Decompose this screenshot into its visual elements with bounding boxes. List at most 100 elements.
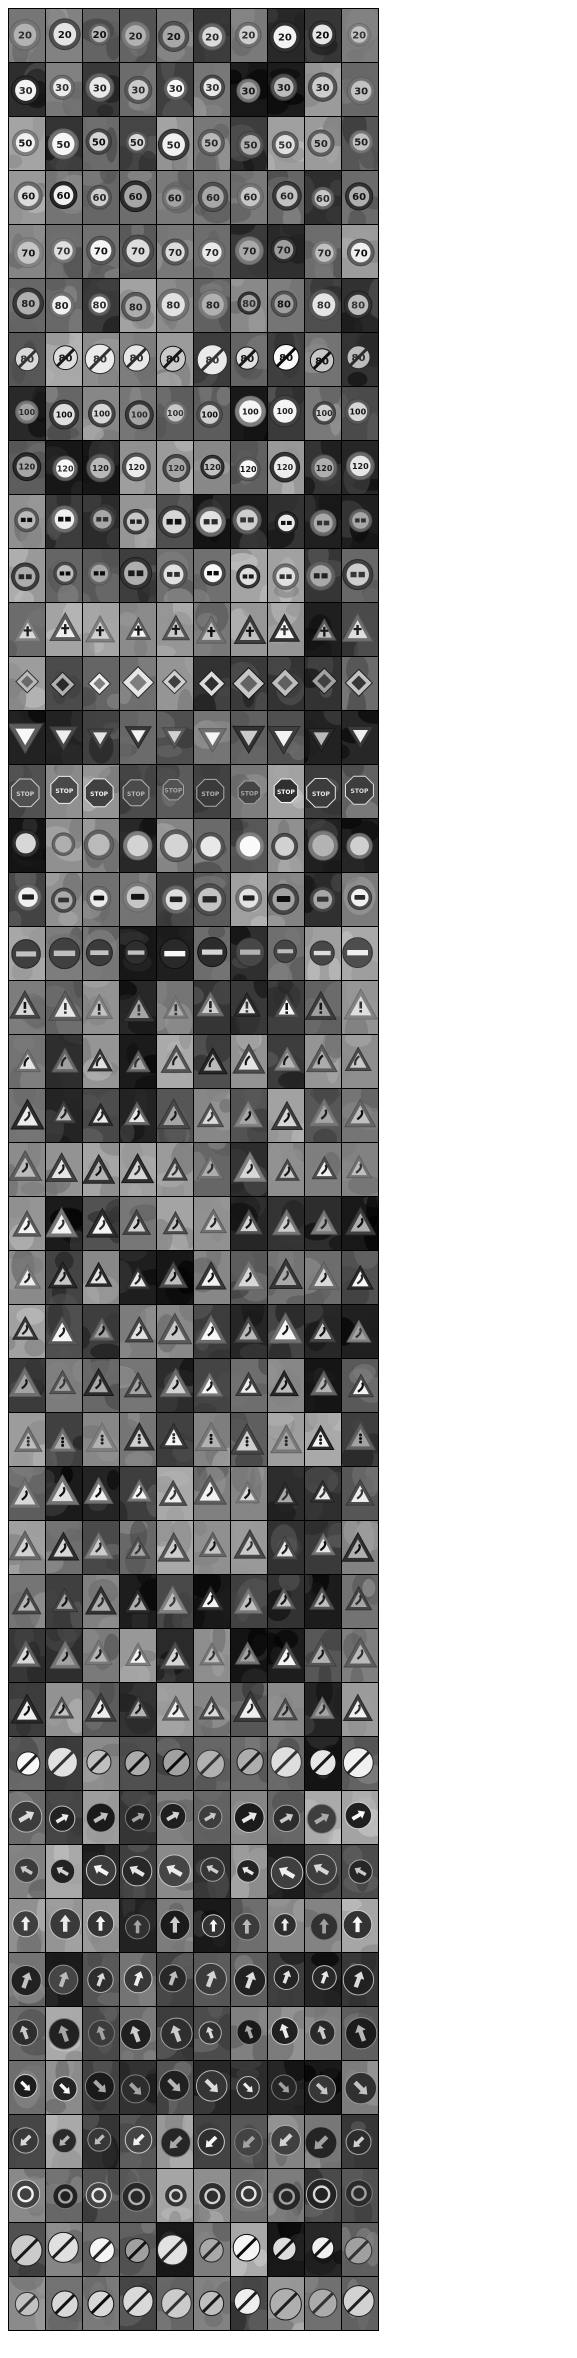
sign-thumbnail-end-no-passing (194, 2223, 230, 2276)
svg-text:60: 60 (316, 194, 330, 205)
sign-thumbnail-turn-left-ahead (231, 1845, 267, 1898)
sign-thumbnail-straight-or-left (83, 2007, 119, 2060)
sign-thumbnail-end-no-passing (9, 2223, 45, 2276)
sign-thumbnail-wild-animals (83, 1683, 119, 1736)
svg-text:70: 70 (168, 248, 182, 259)
sign-thumbnail-end-all-limits (157, 1737, 193, 1790)
sign-thumbnail-no-passing-trucks (231, 549, 267, 602)
sign-thumbnail-speed-limit-70: 70 (342, 225, 378, 278)
svg-text:60: 60 (129, 192, 143, 203)
sign-thumbnail-speed-limit-70: 70 (46, 225, 82, 278)
svg-text:50: 50 (354, 138, 368, 149)
sign-thumbnail-no-vehicles (157, 819, 193, 872)
sign-thumbnail-end-speed-limit-80: 80 (83, 333, 119, 386)
sign-thumbnail-no-passing (194, 495, 230, 548)
sign-thumbnail-priority-road (46, 657, 82, 710)
sign-thumbnail-road-work (342, 1359, 378, 1412)
sign-thumbnail-general-caution (268, 981, 304, 1034)
sign-thumbnail-straight-or-right (268, 1953, 304, 2006)
sign-thumbnail-dangerous-curve-right (305, 1089, 341, 1142)
svg-text:STOP: STOP (164, 788, 183, 795)
sign-thumbnail-speed-limit-80: 80 (194, 279, 230, 332)
sign-thumbnail-dangerous-curve-left (120, 1035, 156, 1088)
sign-thumbnail-end-no-passing-trucks (342, 2277, 378, 2330)
sign-thumbnail-speed-limit-50: 50 (268, 117, 304, 170)
sign-thumbnail-double-curve (9, 1143, 45, 1196)
sign-thumbnail-wild-animals (342, 1683, 378, 1736)
sign-thumbnail-speed-limit-60: 60 (157, 171, 193, 224)
svg-text:100: 100 (167, 409, 184, 418)
sign-thumbnail-speed-limit-60: 60 (46, 171, 82, 224)
svg-text:80: 80 (315, 356, 329, 367)
sign-thumbnail-no-entry (231, 927, 267, 980)
sign-thumbnail-priority-road (157, 657, 193, 710)
svg-text:20: 20 (58, 30, 72, 41)
sign-thumbnail-slippery-road (157, 1251, 193, 1304)
sign-thumbnail-turn-right-ahead (305, 1791, 341, 1844)
svg-text:STOP: STOP (90, 791, 109, 798)
sign-thumbnail-ice-snow (268, 1629, 304, 1682)
sign-thumbnail-road-work (9, 1359, 45, 1412)
sign-thumbnail-turn-right-ahead (194, 1791, 230, 1844)
sign-thumbnail-traffic-signals (194, 1413, 230, 1466)
sign-thumbnail-double-curve (342, 1143, 378, 1196)
svg-text:100: 100 (277, 407, 294, 416)
svg-text:50: 50 (314, 139, 328, 150)
sign-thumbnail-slippery-road (9, 1251, 45, 1304)
svg-text:50: 50 (243, 141, 257, 152)
sign-thumbnail-speed-limit-80: 80 (120, 279, 156, 332)
sign-thumbnail-priority-road (305, 657, 341, 710)
sign-thumbnail-end-speed-limit-80: 80 (305, 333, 341, 386)
sign-thumbnail-no-passing (83, 495, 119, 548)
sign-thumbnail-speed-limit-20: 20 (194, 9, 230, 62)
sign-thumbnail-speed-limit-30: 30 (46, 63, 82, 116)
sign-thumbnail-roundabout (194, 2169, 230, 2222)
sign-thumbnail-speed-limit-120: 120 (305, 441, 341, 494)
sign-thumbnail-stop: STOP (305, 765, 341, 818)
sign-thumbnail-pedestrians (268, 1467, 304, 1520)
sign-thumbnail-wild-animals (46, 1683, 82, 1736)
svg-text:60: 60 (243, 192, 257, 203)
sign-thumbnail-right-of-way-next-intersection (231, 603, 267, 656)
svg-text:20: 20 (129, 31, 143, 42)
sign-thumbnail-straight-or-right (157, 1953, 193, 2006)
sign-thumbnail-keep-right (83, 2061, 119, 2114)
sign-thumbnail-roundabout (157, 2169, 193, 2222)
sign-thumbnail-end-no-passing (342, 2223, 378, 2276)
sign-thumbnail-no-trucks (194, 873, 230, 926)
sign-thumbnail-speed-limit-20: 20 (46, 9, 82, 62)
sign-thumbnail-no-trucks (231, 873, 267, 926)
sign-thumbnail-dangerous-curve-left (46, 1035, 82, 1088)
sign-thumbnail-stop: STOP (120, 765, 156, 818)
sign-thumbnail-slippery-road (83, 1251, 119, 1304)
sign-thumbnail-ice-snow (120, 1629, 156, 1682)
sign-thumbnail-stop: STOP (9, 765, 45, 818)
sign-thumbnail-speed-limit-30: 30 (120, 63, 156, 116)
sign-thumbnail-bumpy-road (268, 1197, 304, 1250)
sign-thumbnail-dangerous-curve-right (194, 1089, 230, 1142)
sign-thumbnail-wild-animals (268, 1683, 304, 1736)
sign-thumbnail-turn-left-ahead (157, 1845, 193, 1898)
sign-thumbnail-road-work (194, 1359, 230, 1412)
svg-text:80: 80 (93, 300, 107, 311)
sign-thumbnail-end-all-limits (83, 1737, 119, 1790)
sign-thumbnail-no-trucks (157, 873, 193, 926)
sign-thumbnail-turn-left-ahead (46, 1845, 82, 1898)
svg-text:100: 100 (316, 409, 333, 418)
sign-thumbnail-speed-limit-30: 30 (194, 63, 230, 116)
sign-thumbnail-speed-limit-80: 80 (342, 279, 378, 332)
svg-text:100: 100 (56, 411, 73, 420)
sign-thumbnail-dangerous-curve-right (46, 1089, 82, 1142)
sign-thumbnail-no-passing-trucks (157, 549, 193, 602)
svg-text:30: 30 (277, 83, 291, 94)
sign-thumbnail-bicycles-crossing (120, 1575, 156, 1628)
sign-thumbnail-dangerous-curve-right (268, 1089, 304, 1142)
sign-thumbnail-straight-or-right (46, 1953, 82, 2006)
sign-thumbnail-bicycles-crossing (9, 1575, 45, 1628)
sign-thumbnail-straight-or-right (120, 1953, 156, 2006)
sign-thumbnail-priority-road (194, 657, 230, 710)
sign-thumbnail-no-passing (342, 495, 378, 548)
sign-thumbnail-speed-limit-50: 50 (46, 117, 82, 170)
sign-thumbnail-turn-right-ahead (46, 1791, 82, 1844)
sign-thumbnail-road-narrows-right (342, 1305, 378, 1358)
